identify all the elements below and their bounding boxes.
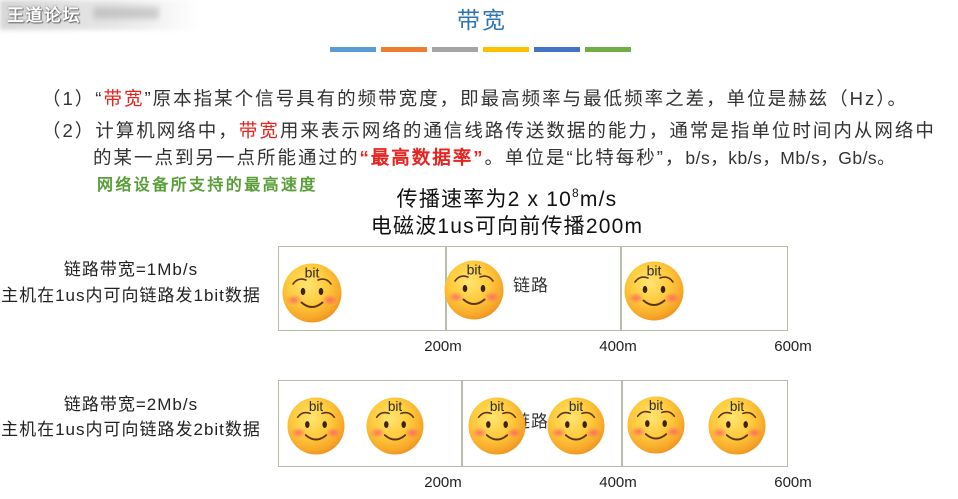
propagation-speed-text: 传播速率为2 x 10 [396,188,573,211]
bit-smiley-icon: bit [624,261,684,321]
rate-units: b/s，kb/s，Mb/s，Gb/s。 [685,148,896,168]
definition-1: （1）“带宽”原本指某个信号具有的频带宽度，即最高频率与最低频率之差，单位是赫兹… [42,85,954,112]
row-1-description: 主机在1us内可向链路发1bit数据 [1,286,261,305]
definition-2-term: 带宽 [238,120,280,141]
bit-label: bit [309,399,324,414]
row-2-distance-600m: 600m [774,474,812,491]
max-speed-callout: 网络设备所支持的最高速度 [97,177,318,194]
definition-1-open-quote: “ [95,88,104,109]
definition-2-number: （2） [42,120,96,141]
row-1-bandwidth-label: 链路带宽=1Mb/s [63,260,199,279]
accent-bar-blue [330,47,376,52]
bit-smiley-icon: bit [547,397,605,455]
bit-label: bit [490,399,505,414]
bit-label: bit [388,399,403,414]
definition-2-line-2: 的某一点到另一点所能通过的“最高数据率”。单位是“比特每秒”，b/s，kb/s，… [93,144,954,171]
row-1-distance-600m: 600m [774,338,812,355]
bit-label: bit [467,262,482,278]
accent-bar-gray [432,47,478,52]
watermark-backdrop [0,0,200,30]
propagation-speed: 传播速率为2 x 108m/s [307,187,707,213]
propagation-speed-exponent: 8 [572,186,580,200]
row-1-distance-200m: 200m [424,338,462,355]
accent-bar-dark-blue [534,47,580,52]
definition-2-text-a: 计算机网络中， [95,120,239,141]
bit-smiley-icon: bit [366,397,424,455]
bit-label: bit [647,263,662,279]
row-2-distance-200m: 200m [424,474,462,491]
link-2-segment-divider [621,381,623,466]
bit-label: bit [730,399,745,414]
row-1-distance-400m: 400m [599,338,637,355]
definition-2-line-1: （2）计算机网络中，带宽用来表示网络的通信线路传送数据的能力，通常是指单位时间内… [42,117,954,144]
bit-smiley-icon: bit [282,263,342,323]
bit-label: bit [305,265,320,281]
bit-smiley-icon: bit [468,397,526,455]
accent-bar-yellow [483,47,529,52]
definition-1-term: 带宽 [103,88,145,109]
blurred-watermark-text [93,7,159,19]
accent-bar-orange [381,47,427,52]
definition-2-text-b: 用来表示网络的通信线路传送数据的能力，通常是指单位时间内从网络中 [279,120,936,141]
link-1-label: 链路 [513,276,549,295]
brand-watermark: 王道论坛 [7,5,81,25]
definition-2-text-d: 。单位是“比特每秒”， [484,147,686,168]
bit-smiley-icon: bit [708,397,766,455]
definition-2-text-c: 的某一点到另一点所能通过的 [93,147,360,168]
link-1-segment-divider [620,247,622,330]
propagation-speed-unit: m/s [579,188,618,211]
row-2-distance-400m: 400m [599,474,637,491]
row-2-description: 主机在1us内可向链路发2bit数据 [1,420,261,439]
definition-1-number: （1） [42,88,96,109]
bit-smiley-icon: bit [627,396,685,454]
accent-bar-strip [330,47,631,52]
bit-smiley-icon: bit [287,397,345,455]
slide-title: 带宽 [457,7,507,33]
link-2-segment-divider [461,381,463,466]
watermark: 王道论坛 [7,2,159,25]
propagation-distance: 电磁波1us可向前传播200m [370,215,644,238]
bit-label: bit [569,399,584,414]
row-2-bandwidth-label: 链路带宽=2Mb/s [63,395,199,414]
definition-1-text: ”原本指某个信号具有的频带宽度，即最高频率与最低频率之差，单位是赫兹（Hz）。 [144,88,909,109]
bit-smiley-icon: bit [444,260,504,320]
accent-bar-green [585,47,631,52]
max-data-rate-term: “最高数据率” [359,147,485,168]
bit-label: bit [649,398,664,413]
link-2-frame [278,380,788,467]
